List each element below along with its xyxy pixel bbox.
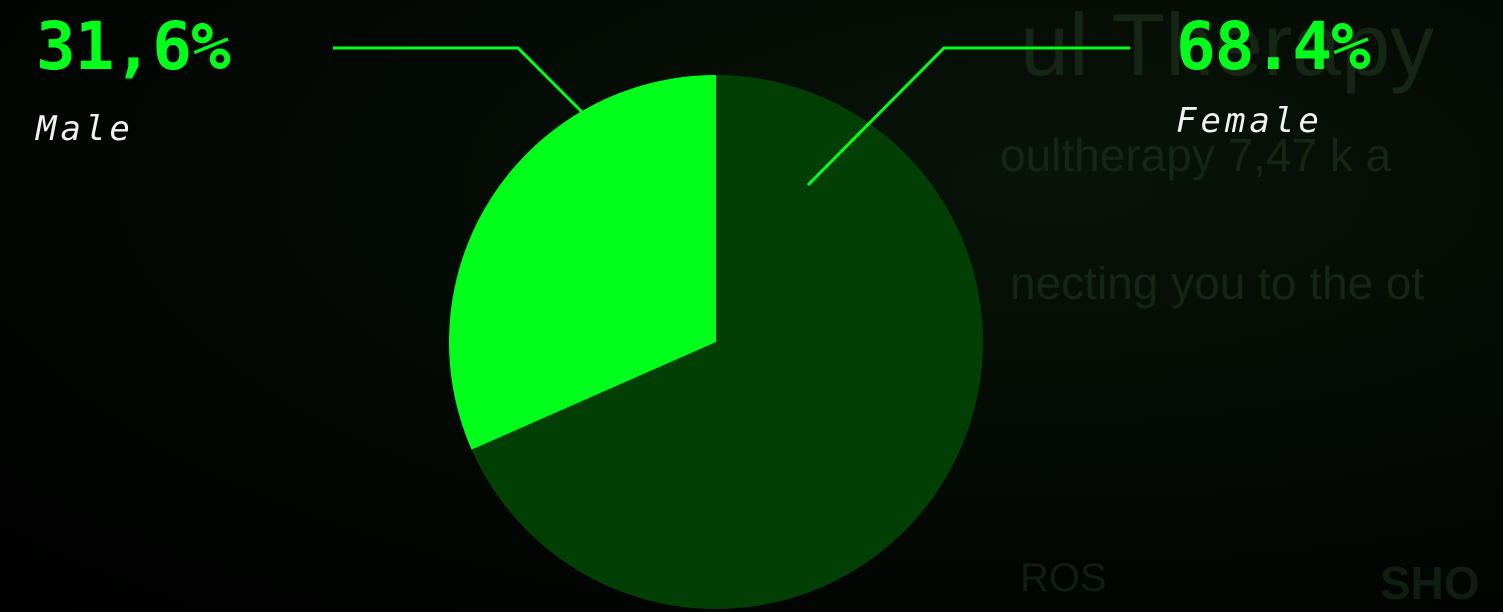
pie-slice-male [448, 75, 716, 450]
female-category-label: Female [1176, 101, 1323, 141]
male-category-label: Male [36, 109, 134, 149]
leader-lines [333, 46, 1130, 187]
male-percentage-label: 31,6% [36, 8, 231, 85]
male-leader-line [333, 46, 584, 114]
pie-slices [448, 75, 983, 609]
pie-slice-female [471, 75, 983, 609]
female-leader-line [806, 46, 1130, 187]
female-percentage-label: 68.4% [1176, 8, 1371, 85]
